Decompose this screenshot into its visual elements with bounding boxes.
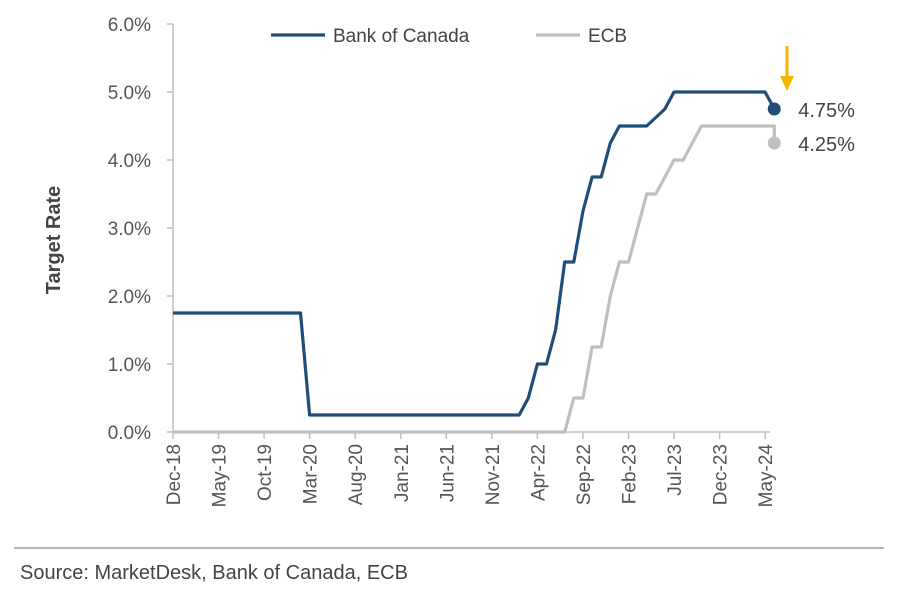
x-tick-label: Feb-23 — [620, 444, 641, 504]
down-arrow-annotation — [780, 46, 794, 91]
y-tick-label: 3.0% — [108, 219, 151, 240]
y-tick-label: 0.0% — [108, 423, 151, 444]
series-layer — [173, 90, 776, 434]
source-note: Source: MarketDesk, Bank of Canada, ECB — [20, 562, 408, 584]
end-point-bank-of-canada — [767, 102, 781, 116]
x-tick-label: Aug-20 — [346, 444, 367, 505]
x-tick-label: Nov-21 — [483, 444, 504, 505]
x-tick-label: Jun-21 — [437, 444, 458, 502]
y-tick-label: 2.0% — [108, 287, 151, 308]
series-line-ecb — [173, 124, 776, 434]
x-tick-label: Jan-21 — [392, 444, 413, 502]
arrow-head — [780, 76, 794, 91]
end-label-bank-of-canada: 4.75% — [798, 100, 855, 122]
end-point-ecb — [767, 136, 781, 150]
y-tick-label: 5.0% — [108, 83, 151, 104]
x-tick-label: May-24 — [756, 444, 777, 508]
legend-label-bank-of-canada: Bank of Canada — [333, 26, 470, 47]
x-tick-labels: Dec-18 May-19 Oct-19 Mar-20 Aug-20 Jan-21 Jun-… — [164, 432, 777, 507]
end-label-ecb: 4.25% — [798, 134, 855, 156]
chart: 0.0% 1.0% 2.0% 3.0% 4.0% 5.0% 6.0% Dec-18 May-1… — [43, 15, 855, 507]
x-tick-label: Jul-23 — [665, 444, 686, 496]
x-tick-label: Mar-20 — [301, 444, 322, 504]
y-tick-label: 4.0% — [108, 151, 151, 172]
y-tick-label: 6.0% — [108, 15, 151, 36]
x-tick-label: Oct-19 — [255, 444, 276, 501]
x-tick-label: Sep-22 — [574, 444, 595, 505]
legend: Bank of Canada ECB — [271, 26, 627, 47]
y-tick-label: 1.0% — [108, 355, 151, 376]
end-labels: 4.25% 4.75% — [767, 100, 855, 156]
x-tick-label: Apr-22 — [528, 444, 549, 501]
legend-label-ecb: ECB — [588, 26, 627, 47]
y-axis-title: Target Rate — [43, 186, 65, 295]
x-tick-label: Dec-18 — [164, 444, 185, 505]
x-tick-label: May-19 — [210, 444, 231, 507]
y-tick-labels: 0.0% 1.0% 2.0% 3.0% 4.0% 5.0% 6.0% — [108, 15, 173, 444]
source-divider — [14, 547, 884, 549]
series-line-bank-of-canada — [173, 90, 776, 417]
x-tick-label: Dec-23 — [711, 444, 732, 505]
